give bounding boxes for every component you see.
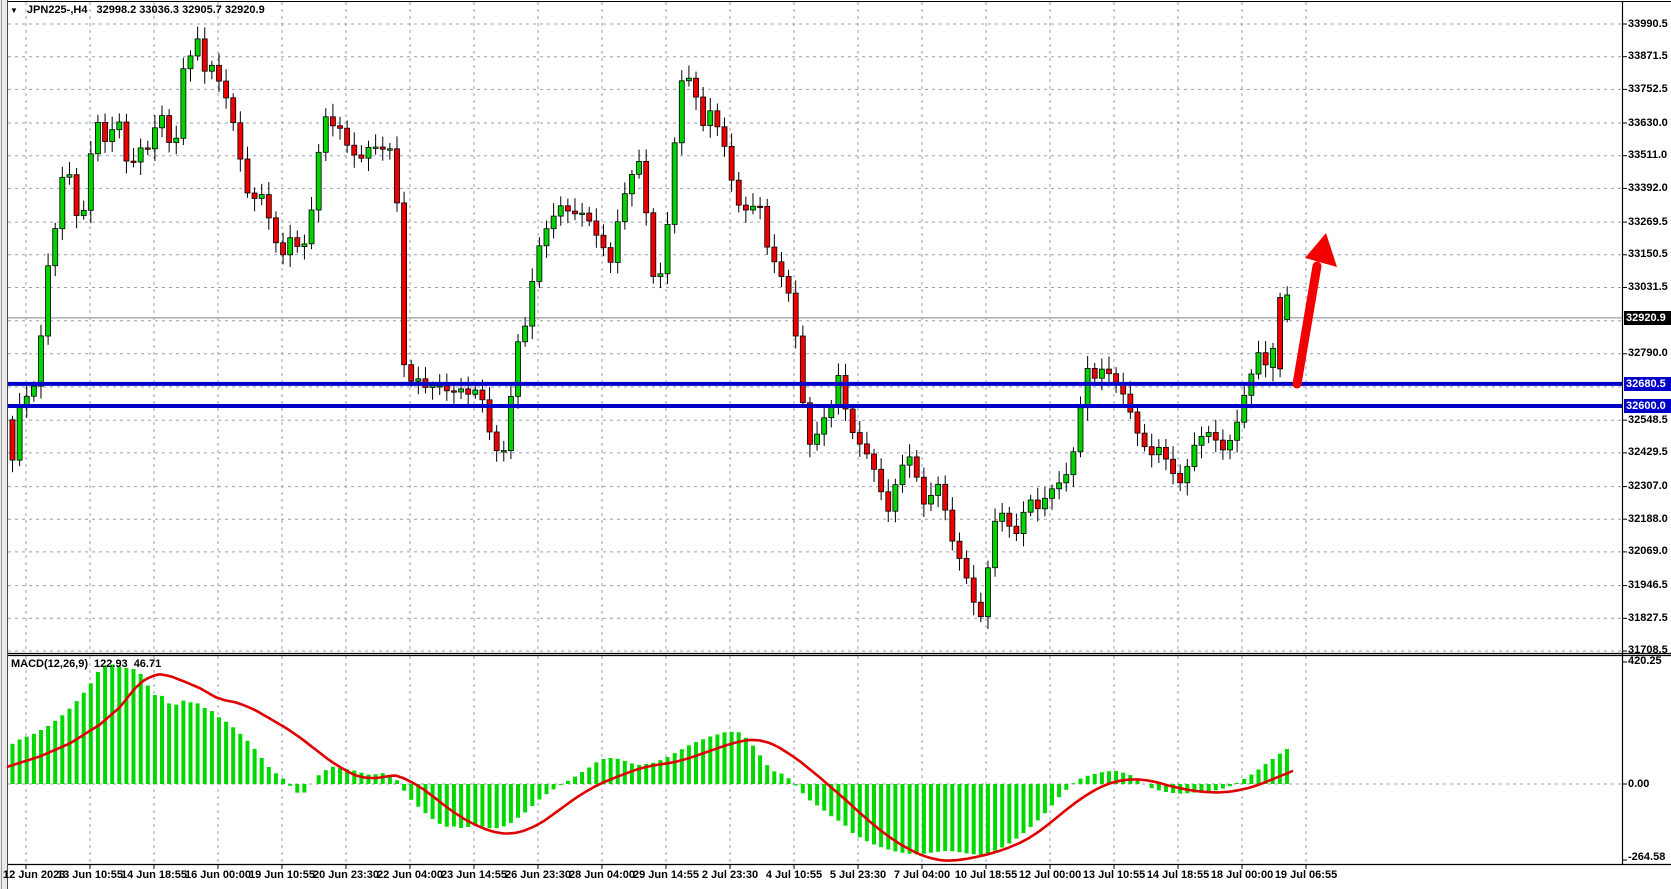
time-tick-label: 5 Jul 23:30 [829,869,887,881]
macd-indicator-label: MACD(12,26,9) 122.93 46.71 [11,658,161,670]
symbol-period-label: JPN225-,H4 [26,4,88,16]
price-tick-label: 31827.5 [1628,612,1668,624]
trend-arrow-annotation[interactable] [1292,233,1337,389]
current-price-tag: 32920.9 [1624,311,1671,325]
time-tick-label: 19 Jun 10:55 [248,869,316,881]
time-tick-label: 7 Jul 04:00 [893,869,951,881]
symbol-dropdown-icon[interactable]: ▼ [10,5,18,15]
resistance-line-price-tag[interactable]: 32680.5 [1624,377,1671,391]
price-tick-label: 32069.0 [1628,545,1668,557]
time-tick-label: 4 Jul 10:55 [765,869,823,881]
price-tick-label: 32429.5 [1628,446,1668,458]
time-tick-label: 20 Jun 23:30 [312,869,380,881]
time-tick-label: 18 Jul 00:00 [1210,869,1274,881]
price-tick-label: 33031.5 [1628,281,1668,293]
price-tick-label: 33150.5 [1628,248,1668,260]
price-tick-label: 32548.5 [1628,414,1668,426]
time-tick-label: 26 Jun 23:30 [504,869,572,881]
price-tick-label: 33269.5 [1628,216,1668,228]
time-tick-label: 22 Jun 04:00 [376,869,444,881]
time-tick-label: 14 Jul 18:55 [1146,869,1210,881]
time-tick-label: 10 Jul 18:55 [954,869,1018,881]
price-tick-label: 33752.5 [1628,83,1668,95]
time-tick-label: 19 Jul 06:55 [1274,869,1338,881]
price-tick-label: 32188.0 [1628,513,1668,525]
price-tick-label: 32790.0 [1628,347,1668,359]
time-tick-label: 2 Jul 23:30 [701,869,759,881]
time-tick-label: 29 Jun 14:55 [632,869,700,881]
price-tick-label: 31708.5 [1628,644,1668,656]
macd-tick-label: 420.25 [1628,655,1662,667]
time-tick-label: 14 Jun 18:55 [120,869,188,881]
time-tick-label: 13 Jul 10:55 [1082,869,1146,881]
price-tick-label: 33511.0 [1628,149,1668,161]
price-tick-label: 32307.0 [1628,480,1668,492]
time-tick-label: 28 Jun 04:00 [568,869,636,881]
time-tick-label: 23 Jun 14:55 [440,869,508,881]
ohlc-values: 32998.2 33036.3 32905.7 32920.9 [96,4,265,16]
support-line-price-tag[interactable]: 32600.0 [1624,399,1671,413]
price-tick-label: 33392.0 [1628,182,1668,194]
time-tick-label: 12 Jul 00:00 [1018,869,1082,881]
macd-main-value: 122.93 [94,658,128,670]
time-tick-label: 13 Jun 10:55 [56,869,124,881]
macd-tick-label: 0.00 [1628,778,1650,790]
macd-tick-label: -264.58 [1628,851,1666,863]
price-tick-label: 31946.5 [1628,579,1668,591]
price-tick-label: 33871.5 [1628,50,1668,62]
macd-name: MACD(12,26,9) [11,658,89,670]
price-tick-label: 33990.5 [1628,18,1668,30]
time-tick-label: 16 Jun 00:00 [184,869,252,881]
macd-signal-value: 46.71 [133,658,162,670]
chart-title: ▼ JPN225-,H4 32998.2 33036.3 32905.7 329… [10,4,265,16]
time-tick-label: 12 Jun 2023 [3,869,66,881]
price-tick-label: 33630.0 [1628,117,1668,129]
